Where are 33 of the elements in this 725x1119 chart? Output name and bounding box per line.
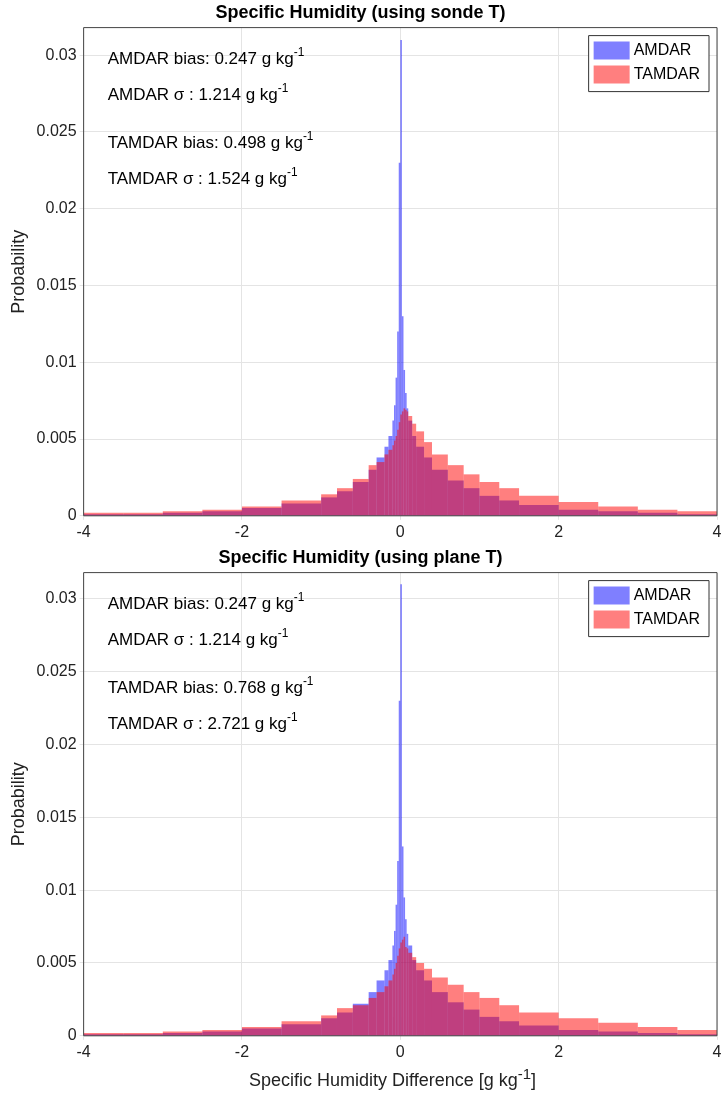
- y-tick-label: 0.005: [36, 429, 77, 447]
- y-tick-label: 0.01: [45, 352, 77, 370]
- y-tick-label: 0.03: [45, 589, 77, 607]
- x-axis-title: Specific Humidity Difference [g kg$^{-1}$]: [247, 1065, 538, 1091]
- y-tick-label: 0.02: [45, 199, 77, 217]
- x-tick-label: -2: [234, 522, 250, 540]
- chart-title: Specific Humidity (using sonde T): [215, 1, 506, 22]
- x-tick-label: 4: [712, 522, 722, 540]
- legend-label: AMDAR: [633, 586, 692, 604]
- legend-label: TAMDAR: [633, 65, 701, 83]
- chart-title: Specific Humidity (using plane T): [218, 546, 503, 567]
- y-tick-label: 0: [67, 1026, 77, 1044]
- y-tick-label: 0.03: [45, 45, 77, 63]
- y-axis-title: Probability: [7, 762, 28, 847]
- y-axis-title: Probability: [7, 229, 28, 314]
- y-tick-label: 0: [67, 506, 77, 524]
- x-tick-label: -4: [76, 522, 91, 540]
- x-tick-label: 2: [554, 1042, 564, 1060]
- x-tick-label: 0: [395, 522, 405, 540]
- legend-label: TAMDAR: [633, 610, 701, 628]
- y-tick-label: 0.015: [36, 807, 77, 825]
- y-tick-label: 0.015: [36, 275, 77, 293]
- y-tick-label: 0.01: [45, 880, 77, 898]
- y-tick-label: 0.005: [36, 953, 77, 971]
- x-tick-label: -2: [234, 1042, 250, 1060]
- y-tick-label: 0.025: [36, 662, 77, 680]
- x-tick-label: 0: [395, 1042, 405, 1060]
- y-tick-label: 0.02: [45, 734, 77, 752]
- legend-label: AMDAR: [633, 41, 692, 59]
- x-tick-label: -4: [76, 1042, 91, 1060]
- x-tick-label: 2: [554, 522, 564, 540]
- y-tick-label: 0.025: [36, 122, 77, 140]
- x-tick-label: 4: [712, 1042, 722, 1060]
